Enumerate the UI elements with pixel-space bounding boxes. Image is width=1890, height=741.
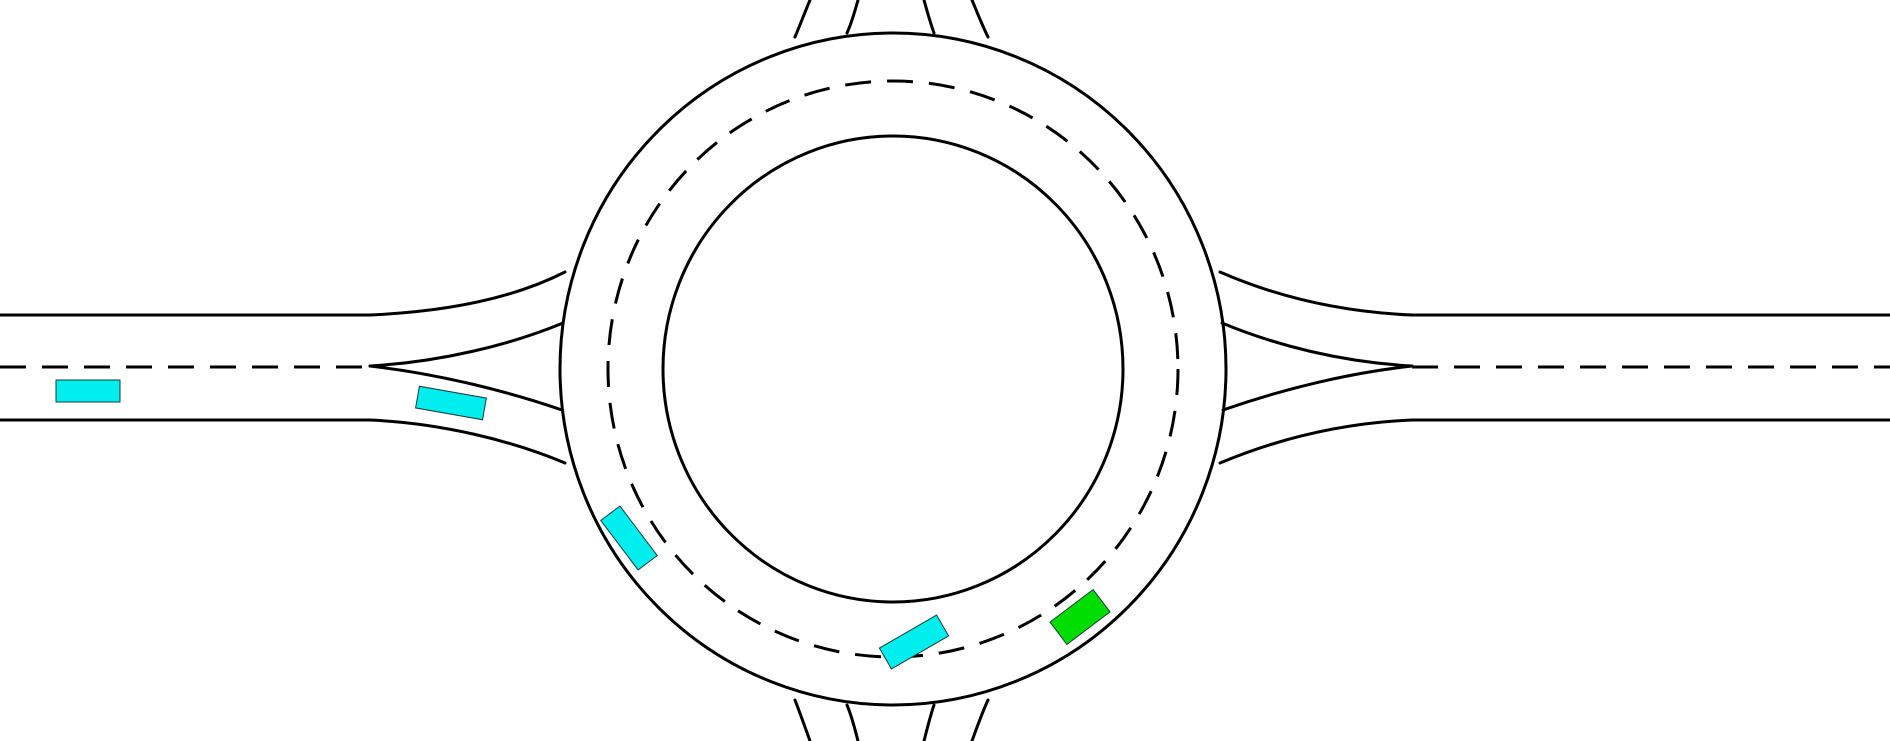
south-road-right-outer [970,698,990,741]
east-entry-island-top [1220,321,1414,368]
west-entry-island-top [368,321,565,368]
ego-vehicle [1049,588,1111,646]
west-entry-outer-top [368,270,567,317]
vehicles-layer [55,379,1111,670]
south-approach-road [793,698,990,741]
ring-inner-island [661,134,1125,604]
vehicle-2 [415,385,487,421]
east-entry-outer-bottom [1218,418,1414,465]
south-road-right-inner [922,703,936,741]
north-road-right-outer [970,0,990,39]
west-entry-outer-bottom [368,418,567,465]
east-entry-outer-top [1218,270,1414,317]
ring-lane-divider [606,79,1180,659]
vehicle-1 [55,379,121,403]
south-road-left-inner [845,703,860,741]
ring-outer-edge [558,31,1228,707]
east-approach-road [1218,270,1890,465]
west-approach-road [0,270,567,465]
north-road-left-outer [793,0,812,39]
north-road-left-inner [845,0,860,35]
west-entry-island-bottom [368,364,564,412]
roundabout-ring [558,31,1228,707]
vehicle-3 [600,505,658,571]
vehicle-4 [878,614,950,670]
north-approach-road [793,0,990,39]
south-road-left-outer [793,698,812,741]
east-entry-island-bottom [1221,364,1414,412]
north-road-right-inner [922,0,936,35]
